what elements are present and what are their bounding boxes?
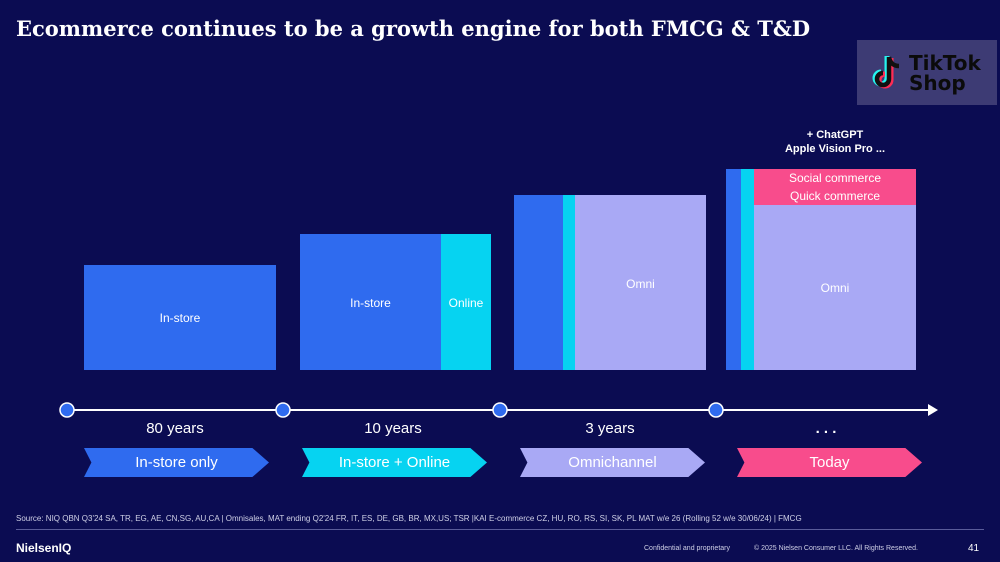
- instore-block-4: [726, 169, 741, 370]
- tiktok-icon: [872, 55, 900, 88]
- instore-label-2: In-store: [350, 296, 391, 310]
- stage-arrow-omnichannel: Omnichannel: [520, 448, 705, 477]
- online-label-2: Online: [448, 296, 484, 310]
- stage-arrow-today: Today: [737, 448, 922, 477]
- source-note: Source: NIQ QBN Q3'24 SA, TR, EG, AE, CN…: [16, 514, 802, 523]
- period-label-1: 80 years: [146, 420, 204, 437]
- period-label-4: . . .: [815, 420, 837, 437]
- period-label-3: 3 years: [585, 420, 635, 437]
- page-number: 41: [968, 543, 980, 554]
- copyright-text: © 2025 Nielsen Consumer LLC. All Rights …: [754, 545, 918, 552]
- timeline-arrowhead: [928, 404, 938, 416]
- tiktok-shop-logo: TikTok Shop: [857, 40, 997, 105]
- timeline-dot-2: [275, 402, 291, 418]
- confidential-text: Confidential and proprietary: [644, 545, 730, 552]
- timeline-dot-1: [59, 402, 75, 418]
- omni-block-4: [754, 205, 916, 370]
- logo-text: TikTok Shop: [909, 50, 981, 95]
- instore-label-1: In-store: [159, 311, 201, 325]
- quick-commerce-label: Quick commerce: [789, 189, 881, 203]
- nielseniq-logo: NielsenIQ: [16, 541, 72, 555]
- stage-arrow-instore-online: In-store + Online: [302, 448, 487, 477]
- timeline-dot-4: [708, 402, 724, 418]
- online-block-3: [563, 195, 575, 370]
- footer-divider: [16, 529, 984, 530]
- omni-block-3: [575, 195, 706, 370]
- slide-title: Ecommerce continues to be a growth engin…: [16, 16, 811, 41]
- social-commerce-label: Social commerce: [788, 171, 882, 185]
- instore-block-3: [514, 195, 563, 370]
- omni-label-3: Omni: [626, 277, 655, 291]
- omni-label-4: Omni: [820, 281, 850, 295]
- period-label-2: 10 years: [364, 420, 422, 437]
- online-block-2: [441, 234, 491, 370]
- social-quick-block: [754, 169, 916, 205]
- stage-arrow-instore-only: In-store only: [84, 448, 269, 477]
- instore-block-1: [84, 265, 276, 370]
- instore-block-2: [300, 234, 441, 370]
- timeline-dot-3: [492, 402, 508, 418]
- emerging-tech-note: + ChatGPT Apple Vision Pro ...: [784, 129, 886, 155]
- timeline: [59, 402, 938, 418]
- online-block-4: [741, 169, 754, 370]
